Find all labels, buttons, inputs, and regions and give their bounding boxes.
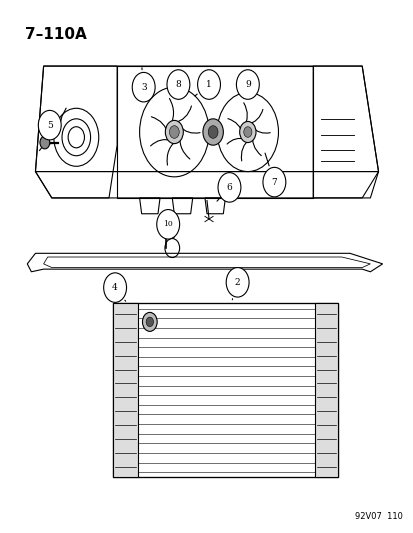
Circle shape <box>165 120 183 143</box>
Circle shape <box>236 70 259 99</box>
Text: 1: 1 <box>206 80 211 89</box>
Text: 4: 4 <box>112 283 118 292</box>
Circle shape <box>132 72 155 102</box>
PathPatch shape <box>314 303 337 478</box>
Text: 10: 10 <box>163 220 173 228</box>
Circle shape <box>103 273 126 302</box>
Circle shape <box>142 312 157 332</box>
Text: 7–110A: 7–110A <box>25 27 87 42</box>
Circle shape <box>40 136 50 149</box>
Circle shape <box>243 127 252 138</box>
Circle shape <box>146 317 153 327</box>
Circle shape <box>166 70 190 99</box>
Circle shape <box>157 209 179 239</box>
Text: 5: 5 <box>47 120 52 130</box>
Circle shape <box>197 70 220 99</box>
Text: 8: 8 <box>175 80 181 89</box>
Circle shape <box>218 173 240 202</box>
Text: 6: 6 <box>226 183 232 192</box>
Circle shape <box>169 126 179 139</box>
Circle shape <box>239 122 255 142</box>
Circle shape <box>202 119 223 145</box>
Text: 3: 3 <box>140 83 146 92</box>
Circle shape <box>262 167 285 197</box>
Circle shape <box>208 126 218 139</box>
Circle shape <box>38 110 61 140</box>
Circle shape <box>225 268 249 297</box>
Text: 7: 7 <box>271 177 277 187</box>
Text: 92V07  110: 92V07 110 <box>354 512 402 521</box>
Text: 9: 9 <box>244 80 250 89</box>
Text: 2: 2 <box>234 278 240 287</box>
PathPatch shape <box>113 303 137 478</box>
